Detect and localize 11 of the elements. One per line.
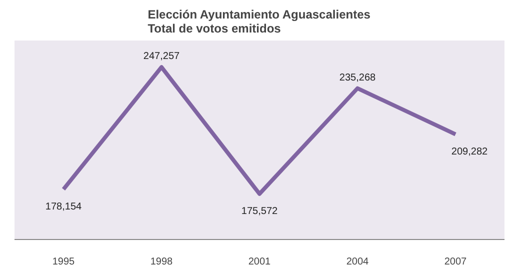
x-tick-label: 2004 — [346, 256, 370, 268]
data-label: 175,572 — [241, 206, 278, 217]
data-label: 247,257 — [143, 51, 180, 62]
x-tick-label: 2007 — [444, 256, 468, 268]
chart-title: Elección Ayuntamiento Aguascalientes Total de votos emitidos — [148, 8, 371, 36]
data-label: 209,282 — [451, 146, 488, 158]
x-tick-label: 1998 — [150, 256, 174, 268]
x-tick-label: 2001 — [248, 256, 272, 268]
data-label: 178,154 — [45, 201, 82, 212]
data-label: 235,268 — [339, 72, 376, 84]
x-tick-label: 1995 — [52, 256, 76, 268]
